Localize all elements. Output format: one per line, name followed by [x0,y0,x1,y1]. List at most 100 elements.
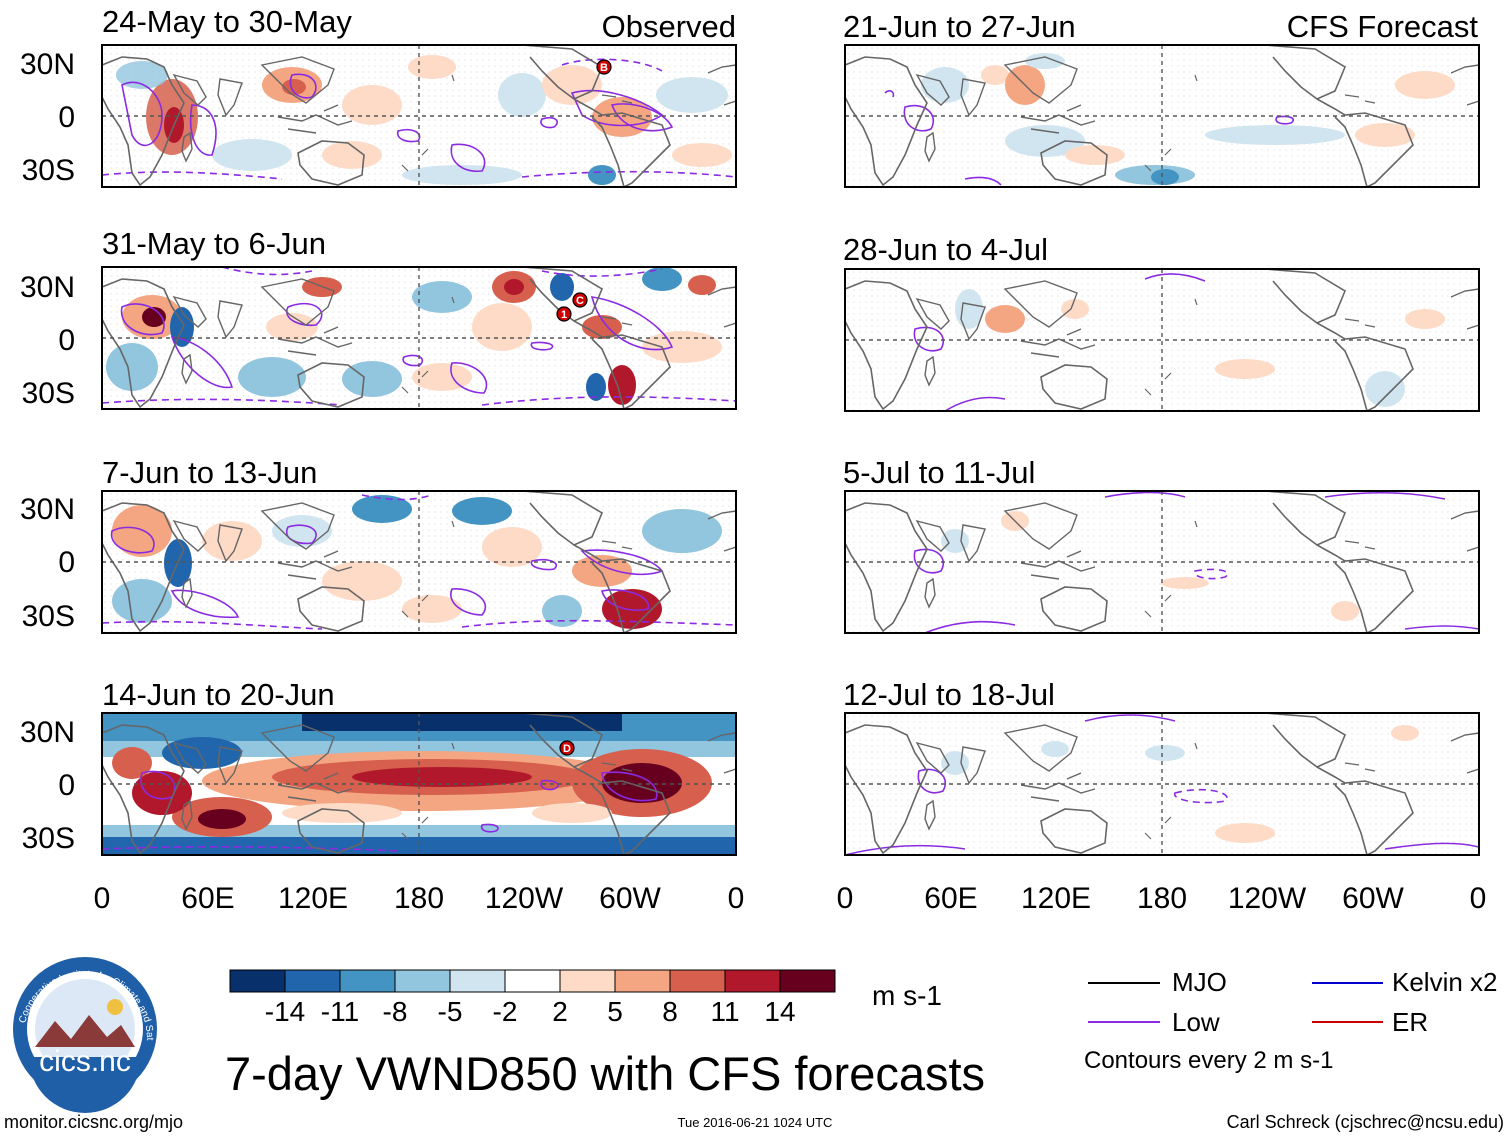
colorbar-swatch-8 [669,969,726,993]
map-panel-fc-1 [844,44,1480,188]
svg-text:120W: 120W [485,882,564,915]
colorbar-tick-label: -14 [265,996,305,1027]
svg-text:Low: Low [1172,1007,1220,1037]
vwnd-field [941,511,1359,621]
wave-marker-b: B [596,59,612,75]
svg-text:30N: 30N [20,48,75,81]
panel-title-fc-1: 21-Jun to 27-Jun [843,9,1076,44]
wave-marker-d: D [559,740,575,756]
colorbar-swatch-2 [339,969,396,993]
colorbar-tick-label: 14 [764,996,795,1027]
map-panel-fc-4 [844,712,1480,856]
low-contours [844,714,1480,856]
svg-text:180: 180 [394,882,444,915]
low-contours [101,266,737,406]
svg-text:0: 0 [58,769,75,802]
svg-text:0: 0 [94,882,111,915]
svg-text:0: 0 [1470,882,1487,915]
timestamp: Tue 2016-06-21 1024 UTC [678,1115,833,1130]
colorbar-swatch-10 [779,969,836,993]
low-contours [913,491,1480,634]
svg-text:1: 1 [561,309,567,321]
panel-title-obs-1: 24-May to 30-May [102,4,352,39]
panel-title-fc-3: 5-Jul to 11-Jul [843,455,1035,490]
colorbar-tick-label: 11 [710,996,739,1027]
forecast-header: CFS Forecast [1287,9,1479,44]
legend: MJO Kelvin x2 Low ER Contours every 2 m … [1084,967,1498,1074]
svg-text:0: 0 [58,101,75,134]
colorbar-swatch-1 [284,969,341,993]
lat-axis-obs: 30N 0 30S 30N 0 30S 30N 0 30S 30N 0 30S [20,48,75,855]
vwnd-field [941,725,1419,843]
svg-text:C: C [576,295,584,307]
main-title: 7-day VWND850 with CFS forecasts [225,1047,985,1100]
svg-text:MJO: MJO [1172,967,1227,997]
colorbar-tick-label: -11 [321,996,359,1027]
vwnd-field [955,289,1445,407]
svg-text:60E: 60E [924,882,977,915]
svg-text:0: 0 [728,882,745,915]
vwnd-field [921,53,1455,185]
map-panel-fc-3 [844,490,1480,634]
svg-text:ER: ER [1392,1007,1428,1037]
credit: Carl Schreck (cjschrec@ncsu.edu) [1227,1112,1504,1132]
legend-item-mjo: MJO [1088,967,1227,997]
svg-text:30S: 30S [22,600,75,633]
svg-text:30N: 30N [20,271,75,304]
colorbar-swatch-7 [614,969,671,993]
colorbar-swatch-5 [504,969,561,993]
panel-title-obs-2: 31-May to 6-Jun [102,226,326,261]
map-panel-obs-4: D [101,712,737,856]
logo-name: cics.nc [39,1045,131,1078]
svg-text:30S: 30S [22,822,75,855]
svg-text:30S: 30S [22,377,75,410]
colorbar-tick-label: -2 [493,996,518,1027]
legend-item-low: Low [1088,1007,1220,1037]
colorbar-swatch-4 [449,969,506,993]
source-url[interactable]: monitor.cicsnc.org/mjo [4,1112,183,1132]
colorbar-tick-label: 5 [607,996,623,1027]
svg-text:30S: 30S [22,154,75,187]
colorbar: -14 -11 -8 -5 -2 2 5 8 11 14 m s-1 [229,969,942,1027]
low-contours [884,90,1295,186]
svg-text:180: 180 [1137,882,1187,915]
svg-text:60W: 60W [599,882,661,915]
lon-axis-fc: 0 60E 120E 180 120W 60W 0 [837,882,1487,915]
map-panel-obs-2: 1 C [101,266,737,410]
low-contours [101,494,737,630]
colorbar-tick-label: 8 [662,996,678,1027]
svg-text:120E: 120E [1021,882,1091,915]
svg-text:0: 0 [58,324,75,357]
svg-text:60E: 60E [181,882,234,915]
panel-title-obs-3: 7-Jun to 13-Jun [102,455,317,490]
wave-marker-c: C [572,292,588,308]
colorbar-swatch-3 [394,969,451,993]
map-panel-fc-2 [844,268,1480,412]
vwnd-field [112,495,722,629]
svg-text:0: 0 [58,546,75,579]
colorbar-swatch-6 [559,969,616,993]
low-contours [913,273,1206,412]
cics-logo: Cooperative Institute for Climate and Sa… [13,957,157,1113]
colorbar-swatch-9 [724,969,781,993]
svg-text:120W: 120W [1228,882,1307,915]
svg-text:Kelvin x2: Kelvin x2 [1392,967,1498,997]
svg-text:D: D [563,743,571,755]
panel-title-fc-4: 12-Jul to 18-Jul [843,677,1055,712]
colorbar-swatch-0 [229,969,286,993]
svg-text:120E: 120E [278,882,348,915]
panel-title-fc-2: 28-Jun to 4-Jul [843,232,1048,267]
map-panel-obs-1: B [101,44,737,188]
svg-text:B: B [600,62,608,74]
colorbar-units: m s-1 [872,980,942,1011]
svg-text:30N: 30N [20,716,75,749]
svg-text:60W: 60W [1342,882,1404,915]
colorbar-tick-label: -8 [383,996,408,1027]
colorbar-tick-label: -5 [438,996,463,1027]
map-panel-obs-3 [101,490,737,634]
svg-text:30N: 30N [20,493,75,526]
vwnd-field [106,267,722,405]
lon-axis-obs: 0 60E 120E 180 120W 60W 0 [94,882,745,915]
legend-item-kelvin: Kelvin x2 [1312,967,1498,997]
